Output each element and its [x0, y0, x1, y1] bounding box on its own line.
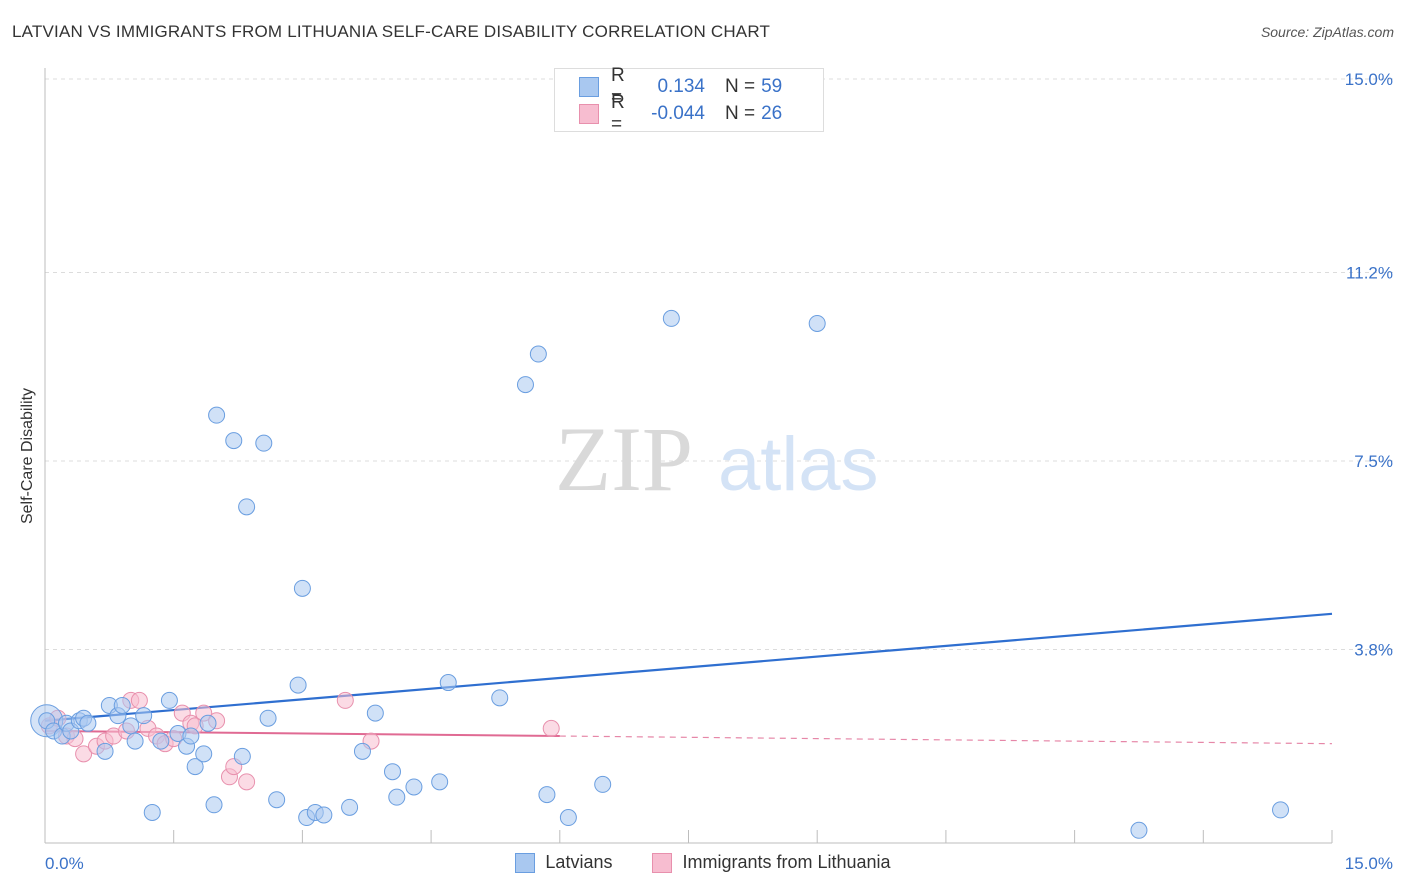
data-point-latvians: [205, 796, 223, 814]
y-tick-label: 15.0%: [1345, 70, 1393, 89]
source-label: Source: ZipAtlas.com: [1260, 24, 1394, 40]
data-point-immigrants: [336, 691, 354, 709]
data-point-latvians: [559, 809, 577, 827]
trend-line-immigrants-extension: [559, 735, 1333, 745]
y-tick-labels: 3.8% 7.5% 11.2% 15.0%: [1345, 70, 1393, 659]
data-point-latvians: [152, 732, 170, 750]
data-point-latvians: [233, 747, 251, 765]
data-point-latvians: [126, 732, 144, 750]
data-point-latvians: [186, 758, 204, 776]
legend-n-label: N =: [725, 76, 756, 97]
trend-line-latvians: [44, 612, 1333, 722]
legend-row-immigrants: R = -0.044 N = 26: [579, 92, 783, 135]
legend-item-latvians[interactable]: Latvians: [515, 852, 612, 873]
series-legend: Latvians Immigrants from Lithuania: [0, 852, 1406, 873]
data-point-latvians: [96, 742, 114, 760]
data-point-latvians: [594, 775, 612, 793]
zipatlas-watermark: ZIP atlas: [555, 408, 879, 510]
data-point-immigrants: [238, 773, 256, 791]
data-point-immigrants: [75, 745, 93, 763]
data-point-latvians: [160, 691, 178, 709]
data-point-latvians: [225, 432, 243, 450]
data-point-latvians: [135, 707, 153, 725]
data-point-latvians: [255, 434, 273, 452]
data-point-immigrants: [542, 719, 560, 737]
legend-swatch-immigrants: [652, 852, 673, 873]
legend-n-label: N =: [725, 103, 756, 124]
x-tick-label-min: 0.0%: [45, 854, 84, 873]
legend-swatch-latvians: [579, 77, 599, 97]
legend-r-value: 0.134: [657, 76, 705, 97]
chart-title: LATVIAN VS IMMIGRANTS FROM LITHUANIA SEL…: [12, 22, 771, 41]
legend-swatch-latvians: [515, 852, 536, 873]
data-point-latvians: [516, 376, 534, 394]
legend-label-immigrants: Immigrants from Lithuania: [682, 852, 891, 872]
data-point-latvians: [538, 786, 556, 804]
data-point-latvians: [182, 727, 200, 745]
legend-swatch-immigrants: [579, 104, 599, 124]
series-latvians-points: [30, 309, 1290, 839]
x-tick-labels: 0.0% 15.0%: [45, 854, 1393, 873]
correlation-legend: R = 0.134 N = 59 R = -0.044 N = 26: [554, 65, 824, 135]
legend-r-label: R =: [611, 92, 625, 135]
data-point-latvians: [366, 704, 384, 722]
data-point-latvians: [388, 788, 406, 806]
data-point-latvians: [208, 406, 226, 424]
y-tick-label: 7.5%: [1354, 452, 1393, 471]
data-point-latvians: [1130, 821, 1148, 839]
data-point-latvians: [353, 742, 371, 760]
data-point-latvians: [122, 717, 140, 735]
data-point-latvians: [79, 714, 97, 732]
watermark-zip: ZIP: [555, 408, 693, 510]
y-tick-label: 11.2%: [1346, 264, 1393, 283]
legend-r-value: -0.044: [651, 103, 705, 124]
x-tick-label-max: 15.0%: [1345, 854, 1393, 873]
legend-label-latvians: Latvians: [545, 852, 613, 872]
data-point-latvians: [315, 806, 333, 824]
data-point-latvians: [143, 803, 161, 821]
data-point-latvians: [293, 579, 311, 597]
data-point-latvians: [341, 798, 359, 816]
legend-n-value: 59: [761, 76, 783, 97]
data-point-latvians: [195, 745, 213, 763]
trend-lines: [44, 612, 1333, 745]
data-point-latvians: [238, 498, 256, 516]
grid-lines: [45, 78, 1395, 650]
data-point-latvians: [289, 676, 307, 694]
watermark-atlas: atlas: [718, 422, 879, 507]
data-point-latvians: [405, 778, 423, 796]
x-ticks: [173, 830, 1333, 843]
data-point-immigrants: [130, 691, 148, 709]
y-tick-label: 3.8%: [1354, 640, 1393, 659]
legend-row-latvians: R = 0.134 N = 59: [579, 65, 783, 108]
data-point-latvians: [662, 309, 680, 327]
data-point-latvians: [491, 689, 509, 707]
data-point-latvians: [808, 314, 826, 332]
data-point-latvians: [1272, 801, 1290, 819]
data-point-latvians: [199, 714, 217, 732]
data-point-latvians: [268, 791, 286, 809]
legend-item-immigrants[interactable]: Immigrants from Lithuania: [652, 852, 891, 873]
data-point-latvians: [439, 674, 457, 692]
data-point-latvians: [259, 709, 277, 727]
legend-n-value: 26: [761, 103, 783, 124]
data-point-latvians: [113, 696, 131, 714]
data-point-latvians: [431, 773, 449, 791]
data-point-latvians: [529, 345, 547, 363]
legend-r-label: R =: [611, 65, 625, 108]
data-point-latvians: [383, 763, 401, 781]
